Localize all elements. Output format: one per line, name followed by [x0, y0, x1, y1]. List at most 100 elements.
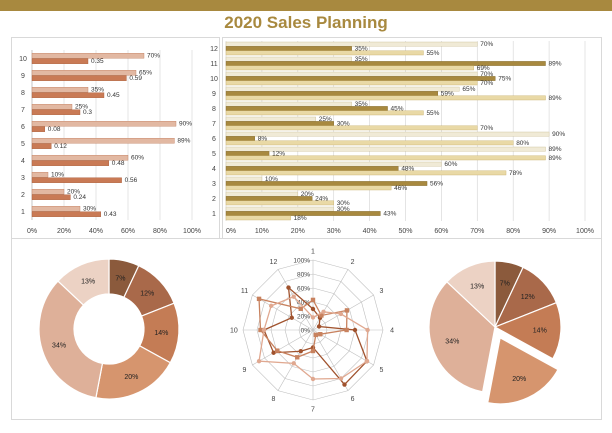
radar-marker: [310, 348, 316, 354]
radar-marker: [313, 332, 318, 338]
bar: [225, 166, 399, 171]
bar: [225, 116, 316, 122]
bar-value-label: 78%: [509, 170, 522, 177]
radar-spoke: [312, 329, 349, 391]
bar-value-label: 0.35: [91, 58, 104, 65]
radar-axis-label: 1: [311, 248, 315, 255]
y-tick-label: 4: [21, 158, 25, 165]
page-title: 2020 Sales Planning: [224, 13, 388, 32]
bar-value-label: 35%: [355, 101, 368, 108]
radar-axis-label: 3: [380, 288, 384, 295]
x-tick-label: 80%: [506, 228, 520, 235]
radar-tick-label: 60%: [297, 286, 310, 293]
radar-marker: [338, 376, 344, 381]
y-tick-label: 3: [21, 175, 25, 182]
radar-marker: [271, 350, 276, 355]
y-tick-label: 1: [212, 211, 216, 218]
bar: [225, 71, 478, 77]
x-tick-label: 0%: [27, 228, 37, 235]
bar: [225, 41, 478, 47]
bar-value-label: 10%: [51, 172, 64, 179]
slice-label: 14%: [154, 330, 168, 337]
pie-slice: [57, 258, 110, 306]
bar: [31, 160, 110, 166]
slice-label: 14%: [533, 327, 547, 334]
bar-value-label: 65%: [139, 70, 152, 77]
bar: [225, 131, 550, 137]
bar: [225, 140, 514, 146]
bar-value-label: 69%: [477, 65, 490, 72]
radar-spoke: [277, 269, 314, 331]
x-tick-label: 90%: [542, 228, 556, 235]
radar-marker: [295, 355, 300, 360]
radar-marker: [344, 327, 349, 333]
radar-marker: [310, 376, 316, 382]
radar-marker: [310, 315, 316, 320]
bar-value-label: 20%: [67, 189, 80, 196]
bar-value-label: 59%: [441, 90, 454, 97]
bar: [225, 176, 263, 182]
bar: [31, 194, 71, 200]
y-tick-label: 2: [212, 196, 216, 203]
bar: [225, 80, 478, 86]
radar-spoke: [277, 329, 314, 391]
radar-marker: [298, 306, 303, 311]
radar-marker: [286, 285, 291, 290]
radar-marker: [256, 358, 262, 364]
pie-slice: [487, 336, 559, 405]
bar-value-label: 35%: [355, 56, 368, 63]
bottom-charts-panel: 7% 12% 14% 20% 34% 13% 1 2 3 4 5 6 7 8 9 10 11 12 0% 20% 40…: [11, 238, 602, 420]
bar: [225, 91, 439, 96]
radar-axis-label: 7: [311, 407, 315, 414]
bar-value-label: 12%: [272, 150, 285, 157]
bar-value-label: 60%: [444, 161, 457, 168]
bar-value-label: 35%: [355, 45, 368, 52]
bar: [225, 185, 392, 191]
bar: [31, 120, 177, 127]
radar-marker: [344, 308, 350, 313]
bar-value-label: 0.48: [112, 160, 125, 167]
bar-value-label: 30%: [337, 120, 350, 127]
radar-tick-label: 40%: [297, 300, 310, 307]
bar-value-label: 46%: [394, 185, 407, 192]
bar-value-label: 56%: [430, 180, 443, 187]
bar: [225, 46, 352, 51]
radar-axis-label: 10: [230, 328, 238, 335]
radar-marker: [268, 303, 274, 309]
radar-marker: [338, 311, 344, 317]
radar-marker: [316, 324, 322, 329]
bar-value-label: 30%: [83, 206, 96, 213]
radar-axis-label: 11: [241, 288, 248, 295]
bar-value-label: 10%: [265, 176, 278, 183]
x-tick-label: 40%: [89, 228, 103, 235]
y-tick-label: 7: [212, 121, 216, 128]
x-tick-label: 70%: [470, 228, 484, 235]
bar: [225, 125, 478, 131]
bar-value-label: 25%: [75, 104, 88, 111]
radar-axis-label: 12: [270, 259, 278, 266]
y-tick-label: 2: [21, 192, 25, 199]
radar-spoke: [312, 269, 349, 331]
bar-value-label: 0.12: [54, 143, 67, 150]
bar-chart-left: 0% 20% 40% 60% 80% 100%1 30%0.432 20%0.243 10%0.…: [19, 50, 201, 235]
radar-spoke: [252, 294, 314, 331]
bar-value-label: 70%: [147, 53, 160, 60]
bar-chart-left-panel: 0% 20% 40% 60% 80% 100% 1 30% 0.43 2 20% 0.24 3 10% 0.…: [11, 37, 220, 239]
bar: [225, 136, 255, 141]
bar: [31, 103, 73, 110]
y-tick-label: 3: [212, 181, 216, 188]
bar-value-label: 0.45: [107, 92, 120, 99]
radar-tick-label: 0%: [301, 328, 311, 335]
slice-label: 34%: [445, 338, 459, 345]
exploded-pie-chart: 7% 12% 14% 20% 34% 13%: [428, 260, 562, 405]
bar: [31, 52, 145, 59]
bar-value-label: 24%: [315, 195, 328, 202]
radar-marker: [352, 327, 358, 333]
bar: [225, 61, 546, 66]
bar: [225, 95, 546, 101]
radar-marker: [319, 313, 324, 318]
bar-value-label: 48%: [401, 165, 414, 172]
radar-spoke: [252, 329, 314, 366]
y-tick-label: 8: [212, 106, 216, 113]
